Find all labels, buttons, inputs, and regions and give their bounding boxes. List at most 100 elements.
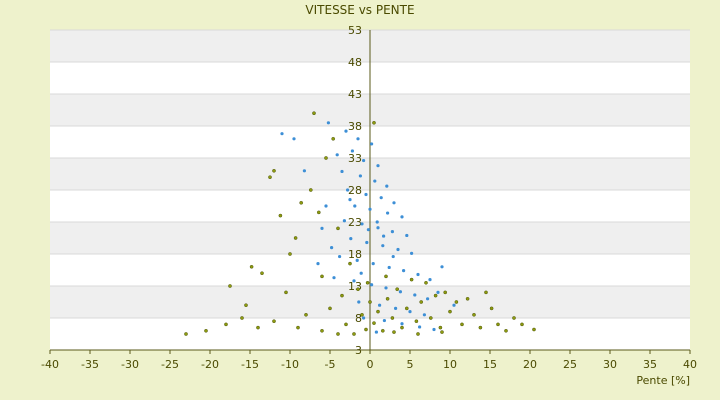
data-point <box>284 290 288 295</box>
data-point <box>256 325 260 330</box>
data-point <box>371 262 375 266</box>
y-tick-label: 23 <box>348 216 362 229</box>
y-tick-label: 38 <box>348 120 362 133</box>
data-point <box>348 261 352 266</box>
data-point <box>224 322 228 327</box>
data-point <box>358 174 362 178</box>
data-point <box>384 274 388 279</box>
data-point <box>366 228 370 232</box>
data-point <box>360 312 364 317</box>
data-point <box>272 319 276 324</box>
data-point <box>352 332 356 336</box>
data-point <box>370 142 374 146</box>
x-axis-ticks: -40 -35 -30 -25 -20 -15 -10 -5 0 5 10 15 20 25 30 35 40 <box>41 350 697 371</box>
data-point <box>410 251 414 255</box>
data-point <box>304 312 308 317</box>
data-point <box>440 265 444 269</box>
x-tick-label: -35 <box>81 358 99 371</box>
data-point <box>368 300 372 304</box>
x-tick-label: 25 <box>563 358 577 371</box>
data-point <box>478 325 483 330</box>
x-tick-label: 30 <box>603 358 617 371</box>
data-point <box>379 196 383 200</box>
data-point <box>409 277 414 282</box>
data-point <box>452 303 456 307</box>
x-tick-label: -15 <box>241 358 259 371</box>
data-point <box>436 290 440 294</box>
data-point <box>272 168 276 173</box>
data-point <box>419 300 424 304</box>
x-tick-label: 5 <box>407 358 414 371</box>
data-point <box>342 219 346 223</box>
data-point <box>362 158 366 163</box>
x-tick-label: -30 <box>121 358 139 371</box>
data-points <box>184 111 536 336</box>
data-point <box>472 312 476 317</box>
data-point <box>335 153 339 157</box>
data-point <box>448 309 452 314</box>
data-point <box>390 230 394 234</box>
data-point <box>398 290 402 294</box>
data-point <box>489 306 494 311</box>
data-point <box>288 252 292 256</box>
data-point <box>392 201 396 205</box>
data-point <box>405 233 409 238</box>
data-point <box>365 280 370 285</box>
data-point <box>316 210 321 215</box>
data-point <box>308 188 313 192</box>
data-point <box>336 226 340 231</box>
data-point <box>443 290 448 295</box>
data-point <box>385 184 389 188</box>
data-point <box>396 247 400 252</box>
data-point <box>357 300 361 304</box>
data-point <box>353 204 357 208</box>
data-point <box>330 246 334 250</box>
data-point <box>328 306 332 311</box>
x-tick-label: 35 <box>643 358 657 371</box>
data-point <box>440 330 444 334</box>
data-point <box>260 271 264 276</box>
data-point <box>312 111 316 115</box>
data-point <box>372 321 376 325</box>
data-point <box>384 286 388 290</box>
data-point <box>184 332 188 336</box>
chart-title: VITESSE vs PENTE <box>305 3 414 17</box>
data-point <box>376 309 380 314</box>
data-point <box>484 290 488 295</box>
x-tick-label: -10 <box>281 358 299 371</box>
data-point <box>373 179 377 183</box>
data-point <box>392 330 396 334</box>
data-point <box>299 200 304 205</box>
data-point <box>348 198 352 202</box>
data-point <box>204 328 208 333</box>
data-point <box>356 137 360 141</box>
data-point <box>372 121 376 125</box>
data-point <box>346 188 350 192</box>
data-point <box>512 316 516 320</box>
data-point <box>460 322 464 327</box>
data-point <box>340 169 344 174</box>
data-point <box>344 322 348 327</box>
data-point <box>326 121 330 125</box>
data-point <box>428 278 432 282</box>
data-point <box>350 149 354 153</box>
data-point <box>364 327 368 332</box>
data-point <box>433 293 438 298</box>
data-point <box>278 213 283 218</box>
data-point <box>364 192 368 197</box>
data-point <box>382 234 386 238</box>
data-point <box>296 325 300 330</box>
data-point <box>365 240 369 245</box>
data-point <box>374 330 378 334</box>
x-tick-label: 10 <box>443 358 457 371</box>
data-point <box>400 322 404 326</box>
data-point <box>418 325 422 329</box>
data-point <box>324 156 328 160</box>
data-point <box>370 283 374 287</box>
x-tick-label: -20 <box>201 358 219 371</box>
data-point <box>336 332 340 336</box>
y-tick-label: 48 <box>348 56 362 69</box>
x-tick-label: -5 <box>325 358 336 371</box>
data-point <box>385 296 390 301</box>
data-point <box>368 207 372 211</box>
